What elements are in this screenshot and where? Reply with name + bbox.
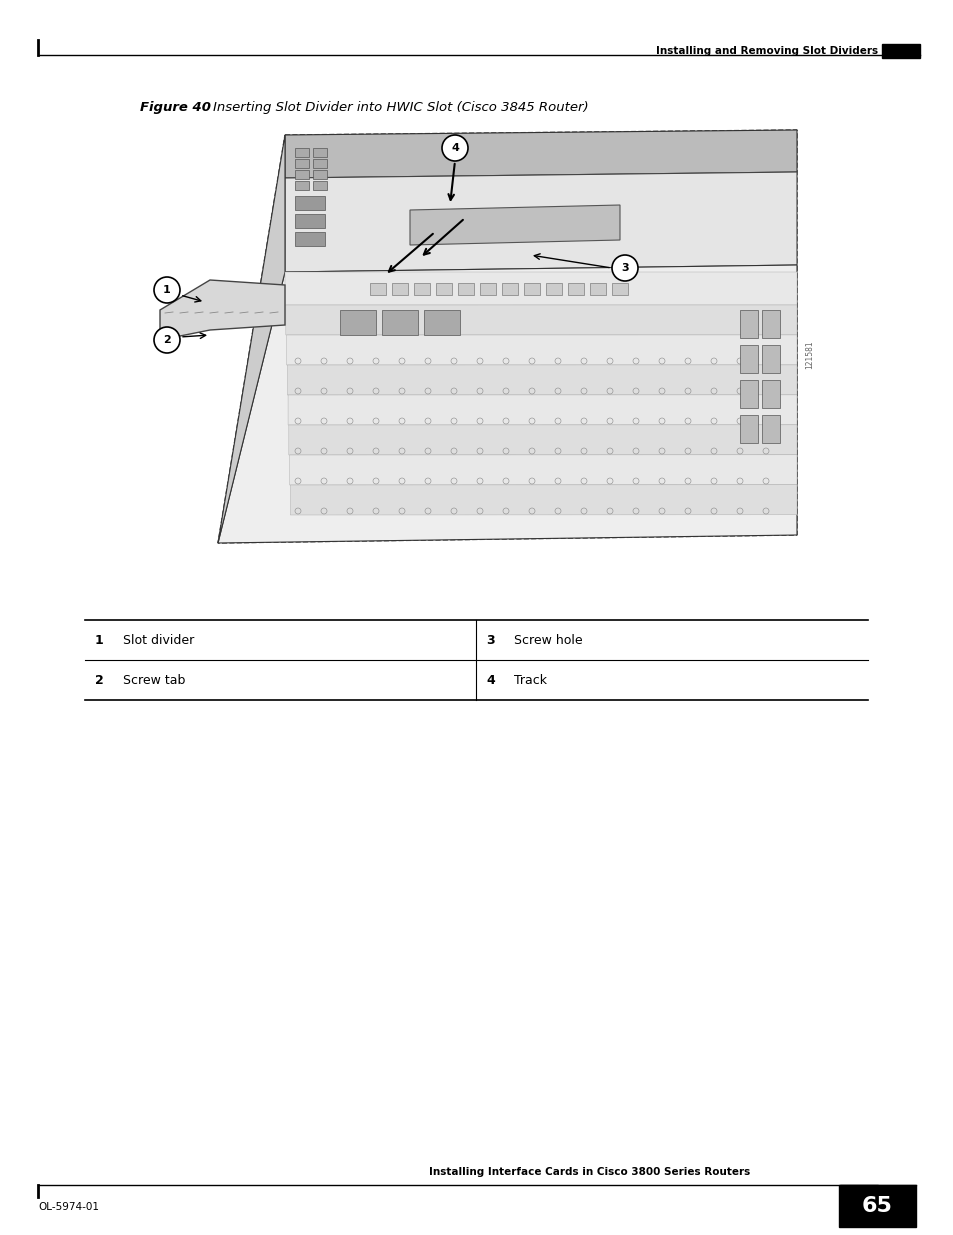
Text: 65: 65 [861, 1195, 891, 1216]
Bar [612, 283, 627, 295]
Bar [423, 310, 459, 335]
Bar [436, 283, 452, 295]
Polygon shape [160, 280, 285, 340]
Polygon shape [289, 425, 796, 454]
Bar [370, 283, 386, 295]
Circle shape [153, 327, 180, 353]
Text: 4: 4 [485, 673, 495, 687]
Bar [339, 310, 375, 335]
Bar [313, 182, 327, 190]
Text: Track: Track [514, 673, 546, 687]
Polygon shape [218, 266, 796, 543]
Text: Screw hole: Screw hole [514, 634, 582, 646]
Circle shape [441, 135, 468, 161]
Bar [313, 159, 327, 168]
Polygon shape [285, 172, 796, 272]
Polygon shape [285, 272, 796, 305]
Polygon shape [288, 395, 796, 425]
Text: 121581: 121581 [804, 341, 814, 369]
Bar [761, 380, 780, 408]
Polygon shape [410, 205, 619, 245]
Polygon shape [287, 364, 796, 395]
Polygon shape [286, 305, 796, 335]
Bar [294, 232, 325, 246]
Polygon shape [285, 130, 796, 178]
Text: Slot divider: Slot divider [123, 634, 194, 646]
Text: 1: 1 [95, 634, 104, 646]
Bar [740, 415, 758, 443]
Bar [761, 345, 780, 373]
Polygon shape [286, 335, 796, 366]
Text: OL-5974-01: OL-5974-01 [38, 1202, 99, 1212]
Polygon shape [290, 454, 796, 485]
Text: Installing and Removing Slot Dividers: Installing and Removing Slot Dividers [655, 46, 877, 56]
Bar [501, 283, 517, 295]
Bar [294, 182, 309, 190]
Bar [294, 159, 309, 168]
Text: 3: 3 [485, 634, 494, 646]
Bar [479, 283, 496, 295]
Bar [740, 380, 758, 408]
Bar [589, 283, 605, 295]
Text: 4: 4 [451, 143, 458, 153]
Bar [545, 283, 561, 295]
Bar [294, 148, 309, 157]
Polygon shape [290, 485, 796, 515]
Bar [740, 310, 758, 338]
Bar [313, 170, 327, 179]
Bar [882, 44, 919, 58]
Bar [294, 214, 325, 228]
Text: Figure 40: Figure 40 [140, 100, 211, 114]
Bar [567, 283, 583, 295]
Bar [381, 310, 417, 335]
Bar [313, 148, 327, 157]
Text: Installing Interface Cards in Cisco 3800 Series Routers: Installing Interface Cards in Cisco 3800… [429, 1167, 750, 1177]
Bar [294, 196, 325, 210]
Text: Inserting Slot Divider into HWIC Slot (Cisco 3845 Router): Inserting Slot Divider into HWIC Slot (C… [213, 100, 588, 114]
Text: Screw tab: Screw tab [123, 673, 185, 687]
Bar [761, 415, 780, 443]
Text: 2: 2 [163, 335, 171, 345]
Text: 1: 1 [163, 285, 171, 295]
Bar [838, 1186, 915, 1228]
Text: 2: 2 [95, 673, 104, 687]
Bar [392, 283, 408, 295]
Circle shape [153, 277, 180, 303]
Bar [414, 283, 430, 295]
Bar [457, 283, 474, 295]
Polygon shape [218, 130, 796, 543]
Bar [761, 310, 780, 338]
Bar [840, 1186, 877, 1197]
Circle shape [612, 254, 638, 282]
Polygon shape [218, 135, 285, 543]
Bar [294, 170, 309, 179]
Bar [740, 345, 758, 373]
Text: 3: 3 [620, 263, 628, 273]
Bar [523, 283, 539, 295]
